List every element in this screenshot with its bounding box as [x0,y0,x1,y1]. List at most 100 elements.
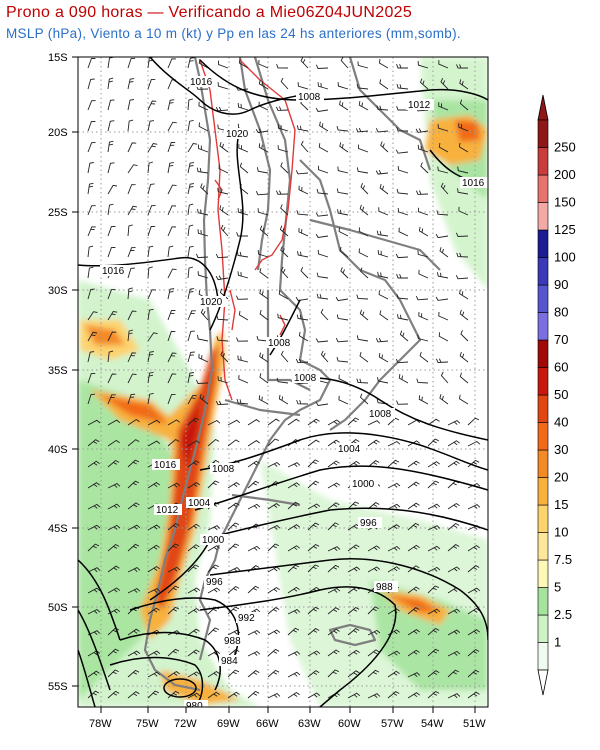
colorbar-label: 70 [554,332,568,347]
wind-barb [147,205,156,216]
colorbar-swatch [537,339,549,368]
wind-barb [167,99,175,111]
colorbar-swatch [537,257,549,286]
wind-barb [307,606,320,615]
wind-barb [418,311,429,321]
wind-barb [127,502,140,510]
wind-barb [87,439,100,447]
terrain-contour [199,59,296,401]
graticule [78,57,488,707]
wind-barb [187,671,200,678]
wind-barb [236,398,249,405]
svg-text:988: 988 [224,636,241,647]
wind-barb [259,309,269,321]
wind-barb [307,503,321,510]
latitude-axis [72,56,78,687]
wind-barb [107,140,114,153]
wind-barb [207,587,221,594]
wind-barb [217,187,229,195]
colorbar-label: 200 [554,167,576,182]
wind-barb [319,121,329,132]
wind-barb [359,309,369,321]
wind-barb [267,418,280,426]
wind-barb [387,459,400,468]
wind-barb [378,207,389,216]
wind-barb [399,330,409,342]
wind-barb [167,543,179,552]
wind-barb [247,419,260,426]
wind-barb [187,482,200,489]
wind-barb [276,64,289,69]
wind-barb [407,502,420,510]
wind-barb [227,691,240,699]
wind-barb [167,482,181,489]
wind-barb [280,77,289,90]
wind-barb [216,336,229,342]
wind-barb [367,460,380,468]
wind-barb [336,125,349,132]
wind-barb [316,293,329,300]
wind-barb [127,310,137,321]
wind-barb [347,544,360,552]
wind-barb [255,191,269,196]
wind-barb [167,606,180,615]
colorbar-label: 10 [554,525,568,540]
wind-barb [467,544,480,552]
wind-barb [300,267,309,279]
wind-barb [456,188,469,195]
wind-barb [147,332,158,342]
wind-barb [307,439,320,447]
wind-barb [398,227,409,237]
wind-barb [467,691,480,699]
wind-barb [207,438,220,447]
wind-barb [236,232,248,237]
svg-text:1020: 1020 [200,297,223,308]
wind-barb [147,351,154,363]
wind-barb [427,670,440,678]
wind-barb [458,206,469,216]
wind-barb [396,294,409,300]
wind-barb [127,567,141,573]
wind-barb [280,266,289,279]
wind-barb [279,225,289,237]
wind-barb [247,460,260,468]
wind-barb [207,419,221,426]
wind-barb [358,144,369,153]
wind-barb [147,392,154,405]
wind-barb [459,79,469,90]
wind-barb [295,296,309,301]
colorbar-label: 20 [554,470,568,485]
wind-barb [147,650,161,657]
lon-label: 75W [136,718,159,730]
longitude-labels: 78W 75W 72W 69W 66W 63W 60W 57W 54W 51W [89,718,486,730]
wind-barb [167,522,180,531]
wind-barb [167,121,177,132]
wind-barb [367,629,381,636]
wind-barb [257,249,269,258]
wind-barb [318,143,329,153]
colorbar-label: 1 [554,635,561,650]
svg-text:988: 988 [376,582,393,593]
wind-barb [207,545,220,552]
wind-barb [200,308,209,321]
wind-barb [456,64,469,69]
wind-barb [447,460,460,468]
wind-barb [187,394,197,405]
wind-barb [187,330,195,342]
wind-barb [427,545,441,552]
wind-barb [216,315,229,321]
wind-barb [187,57,195,69]
wind-barb [87,503,101,510]
lat-label: 30S [48,285,68,297]
wind-barb [338,374,349,384]
wind-barb [287,651,301,657]
wind-barb [247,690,260,699]
wind-barb [347,417,359,426]
wind-barb [427,438,439,447]
wind-barb [316,272,329,279]
wind-barb [420,162,429,174]
wind-barb [207,691,220,699]
wind-barb [359,204,369,216]
wind-barb [298,185,309,195]
wind-barb [417,144,429,153]
